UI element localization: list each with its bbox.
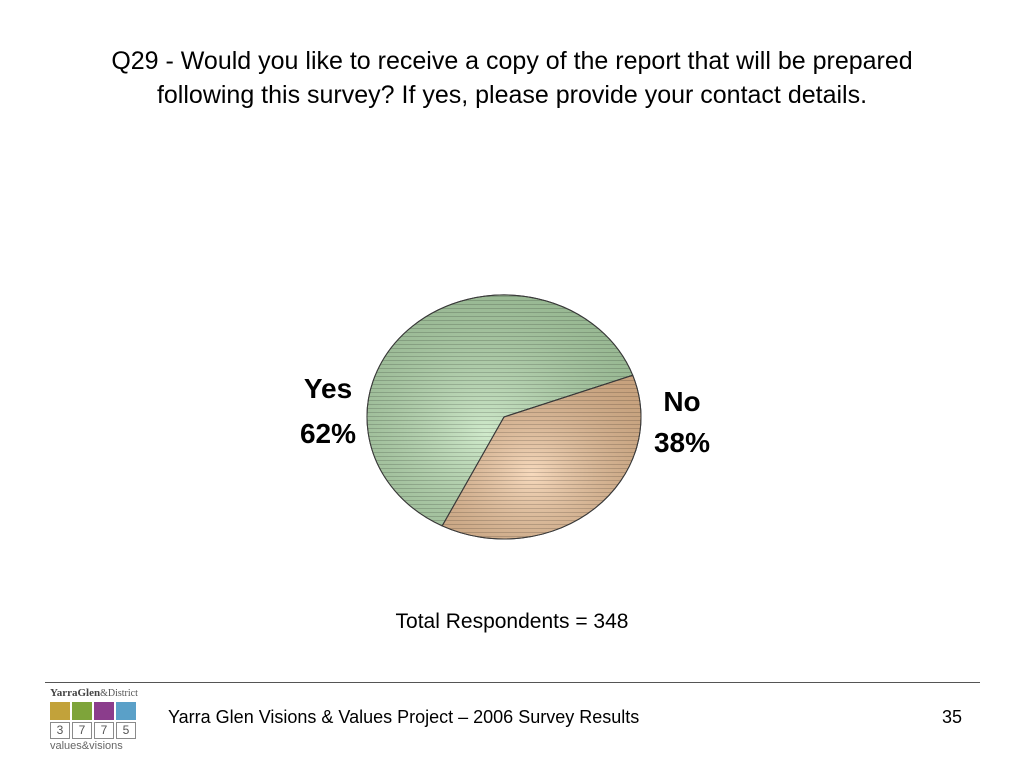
pie-label-yes: Yes bbox=[304, 373, 352, 404]
logo-digits: 3 7 7 5 bbox=[50, 722, 142, 739]
logo-digit: 3 bbox=[50, 722, 70, 739]
logo-top-text: YarraGlen&District bbox=[50, 687, 138, 700]
page-number: 35 bbox=[941, 707, 962, 727]
footer-text: Yarra Glen Visions & Values Project – 20… bbox=[168, 707, 640, 727]
logo-tile bbox=[116, 702, 136, 720]
pie-labels: Yes 62% No 38% bbox=[300, 373, 710, 458]
pie-slice-hatch bbox=[366, 294, 634, 527]
pie-value-no: 38% bbox=[654, 427, 710, 458]
logo-tile bbox=[72, 702, 92, 720]
pie-value-yes: 62% bbox=[300, 418, 356, 449]
logo-tiles bbox=[50, 702, 142, 720]
footer-divider bbox=[45, 682, 980, 683]
slide-title: Q29 - Would you like to receive a copy o… bbox=[111, 47, 913, 109]
total-respondents: Total Respondents = 348 bbox=[395, 610, 629, 633]
yarra-glen-logo: YarraGlen&District 3 7 7 5 values&vision… bbox=[50, 688, 142, 756]
pie-slices bbox=[366, 294, 642, 540]
pie-label-no: No bbox=[663, 386, 700, 417]
pie-slice-hatch bbox=[441, 374, 642, 540]
logo-bottom-text: values&visions bbox=[50, 740, 123, 752]
logo-digit: 5 bbox=[116, 722, 136, 739]
logo-digit: 7 bbox=[72, 722, 92, 739]
logo-digit: 7 bbox=[94, 722, 114, 739]
logo-tile bbox=[50, 702, 70, 720]
logo-tile bbox=[94, 702, 114, 720]
